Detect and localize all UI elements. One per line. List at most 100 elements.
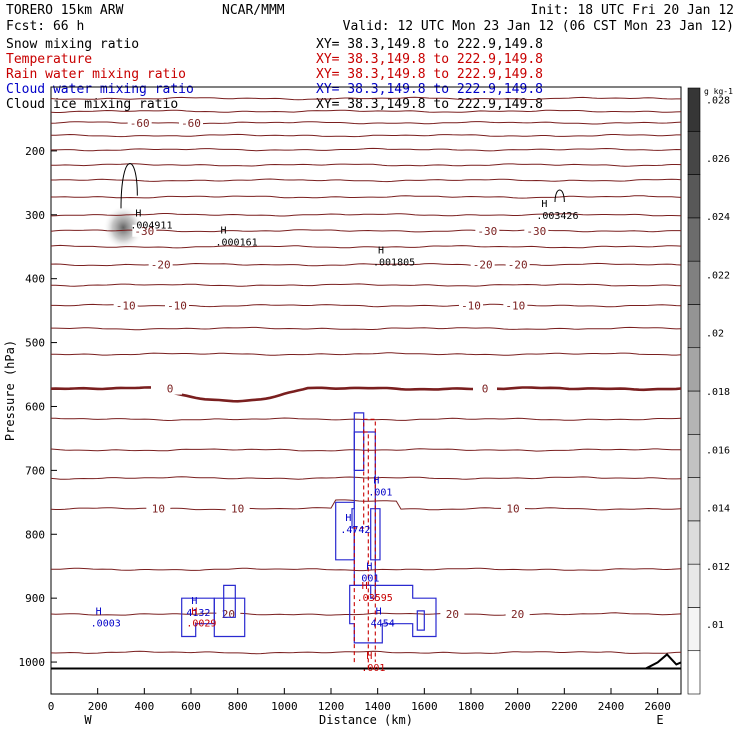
x-axis-label: Distance (km) (319, 713, 413, 727)
field-xy: XY= 38.3,149.8 to 222.9,149.8 (316, 82, 543, 97)
temperature-label: 0 (167, 383, 174, 396)
colorbar-label: .022 (706, 270, 730, 281)
colorbar-cell (687, 650, 701, 695)
max-marker: H (220, 226, 226, 237)
max-value: .03595 (357, 593, 393, 604)
temperature-label: -60 (181, 117, 201, 130)
temperature-line (50, 213, 682, 217)
colorbar-label: .028 (706, 96, 730, 107)
init-time: Init: 18 UTC Fri 20 Jan 12 (531, 3, 735, 18)
rain-water-contours (353, 418, 376, 669)
x-tick-label: 800 (228, 700, 248, 713)
snow-max-shading (103, 205, 144, 250)
y-tick-label: 600 (25, 400, 45, 413)
x-tick-label: 1000 (271, 700, 298, 713)
colorbar-cell (687, 563, 701, 608)
max-value: .004911 (130, 220, 172, 231)
plot-border (50, 86, 682, 695)
temperature-label: 20 (446, 608, 459, 621)
colorbar: .01 .012 .014 .016 .018 .02 .022 .024 .026 .028g … (687, 87, 733, 695)
max-marker: H (191, 596, 197, 607)
colorbar-label: .02 (706, 329, 724, 340)
y-tick-label: 1000 (19, 656, 46, 669)
label-bg (440, 608, 465, 621)
max-marker: H (135, 208, 141, 219)
max-marker: H (191, 606, 197, 617)
colorbar-label: .026 (706, 154, 730, 165)
field-xy: XY= 38.3,149.8 to 222.9,149.8 (316, 52, 543, 67)
max-value: 4132 (186, 608, 210, 619)
x-tick-label: 2200 (551, 700, 578, 713)
colorbar-cell (687, 520, 701, 565)
colorbar-unit: g kg-1 (704, 87, 733, 96)
temperature-line (51, 147, 682, 152)
label-bg (146, 502, 171, 515)
cloud-contour (213, 597, 246, 638)
temperature-label: -10 (461, 300, 481, 313)
label-bg (179, 116, 203, 129)
temperature-label: 10 (152, 503, 165, 516)
x-tick-label: 2400 (598, 700, 625, 713)
max-marker: H (96, 606, 102, 617)
max-marker: H (373, 475, 379, 486)
snow-contour (120, 163, 138, 209)
max-value: .4742 (340, 525, 370, 536)
y-tick-label: 700 (25, 464, 45, 477)
colorbar-cell (687, 390, 701, 435)
terrain-ridge (645, 653, 682, 670)
label-bg (459, 299, 483, 312)
temperature-line (51, 352, 682, 356)
plot-frame (50, 86, 682, 695)
y-tick-label: 300 (25, 209, 45, 222)
label-bg (473, 382, 497, 395)
maxima-labels: H.004911 H.000161H.001805H.003426H.4742H.… (91, 199, 579, 674)
temperature-label: -10 (505, 300, 525, 313)
field-name: Rain water mixing ratio (6, 67, 186, 82)
max-marker: H (362, 581, 368, 592)
cloud-contour (416, 610, 425, 631)
temperature-line (50, 650, 682, 655)
temperature-label: 20 (511, 608, 524, 621)
colorbar-label: .014 (706, 504, 730, 515)
x-tick-label: 1200 (318, 700, 345, 713)
colorbar-cell (687, 174, 701, 219)
temperature-label: 10 (506, 503, 519, 516)
max-value: .000161 (216, 238, 258, 249)
colorbar-label: .01 (706, 620, 724, 631)
snow-shading (103, 205, 144, 250)
temperature-label: -30 (134, 225, 154, 238)
temperature-label: -30 (526, 225, 546, 238)
colorbar-cell (687, 347, 701, 392)
max-value: .001 (361, 663, 385, 674)
temperature-label: -10 (116, 300, 136, 313)
temperature-line (50, 476, 682, 480)
max-value: .001 (368, 487, 392, 498)
label-bg (225, 502, 250, 515)
field-xy: XY= 38.3,149.8 to 222.9,149.8 (316, 67, 543, 82)
temperature-line (51, 195, 682, 199)
center-name: NCAR/MMM (222, 3, 285, 18)
max-marker: H (366, 562, 372, 573)
field-legend: Snow mixing ratio XY= 38.3,149.8 to 222.9… (6, 37, 543, 112)
colorbar-cell (687, 433, 701, 478)
colorbar-cell (687, 260, 701, 305)
model-title: TORERO 15km ARW (6, 3, 124, 18)
field-xy: XY= 38.3,149.8 to 222.9,149.8 (316, 37, 543, 52)
temperature-label: -10 (167, 300, 187, 313)
cloud-contour (335, 501, 355, 561)
header: TORERO 15km ARW Fcst: 66 h NCAR/MMM Init… (6, 3, 734, 34)
x-tick-label: 2600 (644, 700, 671, 713)
temperature-label: 10 (231, 503, 244, 516)
label-bg (127, 116, 152, 129)
west-label: W (84, 713, 92, 727)
temperature-line (50, 109, 682, 113)
temperature-label: 0 (482, 383, 489, 396)
max-value: .0003 (91, 618, 121, 629)
max-marker: H (541, 199, 547, 210)
rain-contour (363, 431, 369, 669)
colorbar-cell (687, 217, 701, 262)
label-bg (158, 382, 182, 395)
valid-time: Valid: 12 UTC Mon 23 Jan 12 (06 CST Mon … (343, 19, 734, 34)
x-tick-label: 600 (181, 700, 201, 713)
